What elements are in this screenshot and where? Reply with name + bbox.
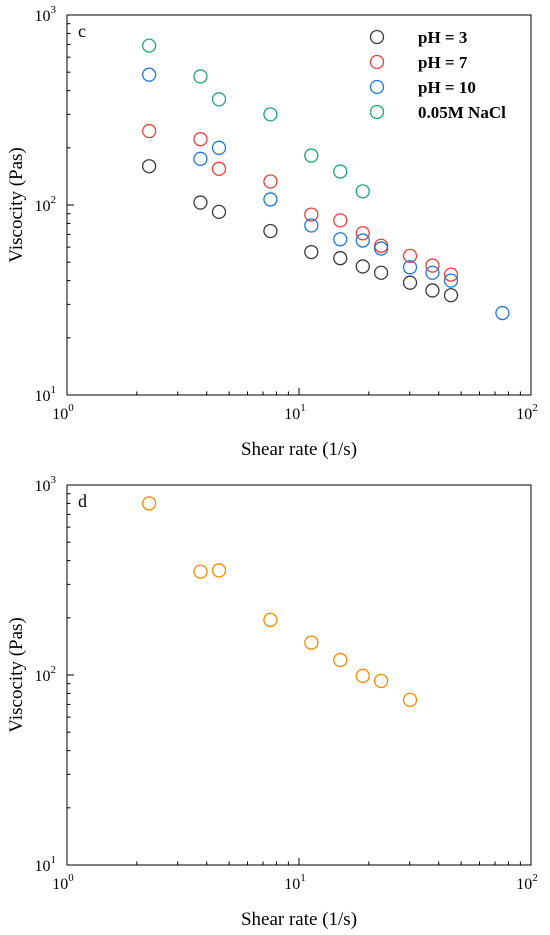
panel-c-series-0-point (193, 195, 208, 210)
panel-c-series-1-point (355, 226, 370, 241)
panel-c-series-1-point (304, 207, 319, 222)
panel-c-series-2-point (355, 233, 370, 248)
panel-c-series-2-point (443, 273, 459, 288)
panel-c-series-3-point (355, 184, 370, 199)
panel-c-x-tick-label: 102 (516, 402, 538, 423)
panel-c-series-1-point (333, 213, 348, 228)
panel-d-series-0-point (211, 563, 227, 578)
panel-c-series-0-point (304, 244, 319, 260)
panel-c-legend-label: 0.05M NaCl (418, 103, 506, 122)
panel-d-series-0-point (355, 668, 370, 683)
panel-c-legend-label: pH = 7 (418, 53, 468, 72)
panel-c-series-1-point (443, 267, 459, 282)
panel-c-x-tick-label: 101 (284, 402, 306, 423)
panel-c-y-tick-label: 101 (35, 384, 57, 405)
panel-c-series-2-point (373, 241, 389, 256)
panel-d-x-tick-label: 101 (284, 872, 306, 893)
panel-d-plot-frame (66, 484, 532, 866)
panel-c-series-0-point (263, 223, 278, 239)
panel-d-y-tick-label: 101 (35, 854, 57, 875)
panel-c-series-3-point (211, 92, 227, 107)
panel-d-x-axis-title: Shear rate (1/s) (241, 909, 357, 930)
panel-c-series-0-point (211, 204, 227, 220)
panel-c-series-1-point (142, 123, 157, 139)
panel-c-x-tick-label: 100 (52, 402, 74, 423)
panel-c-series-2-point (495, 305, 510, 321)
panel-d-x-tick-label: 102 (516, 872, 538, 893)
panel-d-series-0-point (304, 635, 319, 650)
panel-c-legend-marker (369, 54, 385, 70)
panel-c-y-tick-label: 103 (35, 4, 57, 25)
panel-c-series-2-point (142, 67, 157, 82)
panel-c-series-0-point (333, 251, 348, 266)
panel-d-label: d (78, 491, 87, 511)
panel-c-series-2-point (193, 151, 208, 166)
panel-c-plot-frame (66, 14, 532, 396)
panel-c-label: c (78, 21, 86, 41)
panel-d-series-0-point (373, 673, 389, 689)
panel-c-y-axis-title: Viscocity (Pas) (6, 147, 27, 262)
panel-c-series-2-point (211, 140, 227, 155)
panel-c-x-axis-title: Shear rate (1/s) (241, 439, 357, 460)
panel-d-y-tick-label: 103 (35, 474, 57, 495)
panel-c-series-3-point (333, 164, 348, 179)
panel-c-series-0-point (402, 275, 418, 290)
panel-c-series-0-point (355, 259, 370, 274)
panel-c-legend-label: pH = 3 (418, 28, 467, 47)
panel-c-series-3-point (263, 107, 278, 122)
panel-c-series-1-point (211, 161, 227, 176)
panel-c-series-2-point (425, 265, 440, 280)
panel-c-series-3-point (304, 148, 319, 163)
panel-c-y-tick-label: 102 (35, 194, 57, 215)
panel-c-series-0-point (373, 265, 389, 280)
panel-c-series-3-point (193, 69, 208, 84)
panel-c-series-1-point (425, 258, 440, 273)
panel-c-series-2-point (402, 260, 418, 275)
panel-c-series-1-point (402, 248, 418, 263)
panel-d-series-0-point (263, 612, 278, 628)
panel-c-series-3-point (142, 38, 157, 53)
panel-c-series-1-point (373, 238, 389, 253)
panel-d-x-tick-label: 100 (52, 872, 74, 893)
panel-d-series-0-point (333, 652, 348, 668)
panel-c-series-1-point (263, 174, 278, 189)
panel-c-series-0-point (142, 159, 157, 174)
panel-d-series-0-point (142, 496, 157, 511)
panel-c-legend-marker (369, 29, 385, 45)
panel-c-series-0-point (443, 288, 459, 303)
panel-c-legend-marker (369, 79, 385, 95)
panel-c-legend-label: pH = 10 (418, 78, 476, 97)
panel-c-legend-marker (369, 104, 385, 120)
panel-c-legend: pH = 3 pH = 7 pH = 10 0.05M NaCl (369, 28, 506, 122)
panel-d-y-tick-label: 102 (35, 664, 57, 685)
panel-d-y-axis-title: Viscocity (Pas) (6, 617, 27, 732)
panel-d-series-0-point (402, 692, 418, 707)
panel-c-series-1-point (193, 132, 208, 147)
panel-c-series-2-point (304, 218, 319, 233)
panel-c-series-2-point (333, 232, 348, 247)
panel-c-series-0-point (425, 283, 440, 298)
panel-d-series-0-point (193, 564, 208, 579)
panel-c-series-2-point (263, 192, 278, 207)
